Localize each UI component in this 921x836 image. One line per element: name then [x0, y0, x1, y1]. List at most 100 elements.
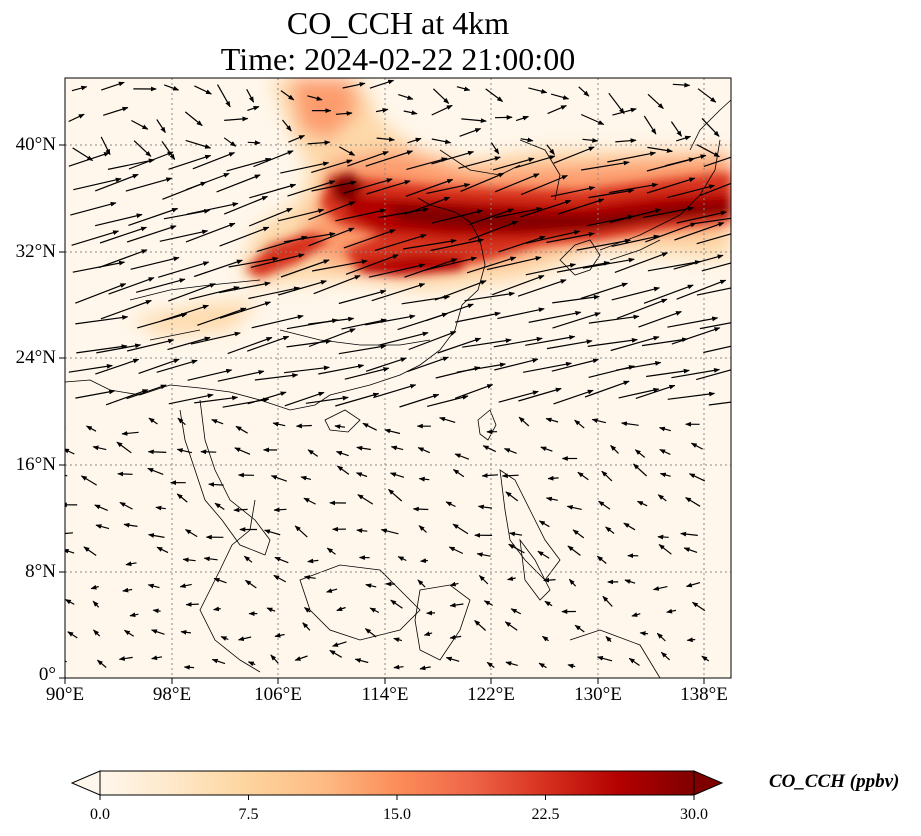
wind-vector-arrow [83, 546, 97, 556]
wind-vector-arrow [546, 232, 595, 244]
wind-vector-arrow [658, 544, 672, 555]
wind-vector-arrow [596, 555, 607, 564]
y-tick-label: 8°N [25, 561, 56, 582]
wind-vector-arrow [404, 258, 458, 278]
wind-vector-arrow [108, 277, 155, 295]
wind-vector-arrow [493, 157, 535, 171]
wind-vector-arrow [237, 636, 252, 642]
wind-vector-arrow [128, 151, 174, 170]
wind-vector-arrow [638, 311, 682, 328]
wind-vector-arrow [610, 444, 619, 454]
wind-vector-arrow [185, 602, 199, 607]
wind-vector-arrow [615, 138, 637, 144]
wind-vector-arrow [227, 336, 273, 355]
wind-vector-arrow [133, 140, 152, 157]
wind-vector-arrow [550, 186, 596, 197]
wind-vector-arrow [274, 556, 289, 564]
wind-vector-arrow [92, 445, 107, 451]
wind-vector-arrow [307, 140, 331, 146]
wind-vector-arrow [219, 226, 270, 247]
wind-vector-arrow [284, 365, 330, 374]
wind-vector-arrow [478, 575, 489, 585]
wind-vector-arrow [456, 86, 471, 92]
wind-vector-arrow [544, 600, 553, 607]
wind-vector-arrow [390, 599, 403, 609]
wind-vector-arrow [423, 631, 433, 636]
wind-vector-arrow [553, 146, 595, 164]
wind-vector-arrow [581, 160, 630, 171]
wind-vector-arrow [216, 174, 261, 193]
wind-vector-arrow [390, 445, 404, 451]
wind-vector-arrow [584, 380, 630, 398]
wind-vector-arrow [456, 362, 506, 373]
wind-vector-arrow [476, 552, 491, 558]
wind-vector-arrow [266, 607, 276, 613]
wind-vector-arrow [431, 209, 484, 224]
wind-vector-arrow [378, 331, 429, 346]
wind-vector-arrow [194, 85, 212, 95]
wind-vector-arrow [525, 230, 581, 244]
wind-vector-arrow [305, 395, 349, 404]
wind-vector-arrow [671, 368, 720, 379]
wind-vector-arrow [505, 491, 519, 502]
wind-vector-arrow [462, 338, 512, 348]
wind-vector-arrow [329, 649, 343, 658]
wind-vector-arrow [652, 586, 668, 591]
wind-vector-arrow [658, 426, 671, 432]
wind-vector-arrow [398, 94, 414, 100]
wind-vector-arrow [302, 622, 311, 631]
wind-vector-arrow [685, 582, 701, 588]
wind-vector-arrow [508, 543, 525, 554]
wind-vector-arrow [338, 344, 387, 355]
wind-vector-arrow [520, 137, 534, 143]
wind-vector-arrow [94, 173, 139, 192]
wind-vector-arrow [71, 230, 120, 246]
wind-vector-arrow [567, 663, 576, 669]
wind-vector-arrow [624, 579, 636, 584]
wind-vector-arrow [311, 180, 357, 192]
wind-vector-arrow [68, 152, 110, 167]
wind-vector-arrow [211, 658, 226, 665]
wind-vector-arrow [551, 358, 599, 372]
wind-vector-arrow [374, 234, 427, 252]
wind-vector-arrow [248, 207, 293, 227]
wind-vector-arrow [490, 142, 500, 155]
wind-vector-arrow [431, 150, 475, 165]
wind-vector-arrow [588, 188, 635, 199]
wind-vector-arrow [545, 496, 558, 502]
wind-vector-arrow [294, 655, 308, 661]
wind-vector-arrow [185, 222, 236, 243]
wind-vector-arrow [187, 368, 233, 381]
wind-vector-arrow [412, 506, 429, 512]
wind-vector-arrow [393, 664, 404, 670]
wind-vector-arrow [156, 546, 169, 554]
wind-vector-arrow [588, 314, 640, 324]
wind-vector-arrow [280, 90, 295, 101]
wind-vector-arrow [553, 389, 594, 405]
wind-vector-arrow [344, 367, 390, 380]
wind-vector-arrow [103, 106, 129, 116]
wind-vector-arrow [688, 473, 706, 482]
wind-vector-arrow [628, 657, 640, 666]
wind-vector-arrow [425, 303, 474, 322]
wind-vector-arrow [676, 210, 727, 224]
wind-vector-arrow [543, 577, 556, 583]
wind-vector-arrow [572, 529, 585, 539]
wind-vector-arrow [501, 473, 519, 479]
wind-vector-arrow [254, 373, 299, 381]
wind-vector-arrow [610, 335, 660, 352]
wind-vector-arrow [68, 113, 85, 123]
wind-vector-arrow [185, 172, 230, 191]
wind-vector-arrow [121, 430, 139, 436]
wind-vector-arrow [623, 522, 636, 531]
wind-vector-arrow [631, 612, 641, 617]
wind-vector-arrow [76, 344, 128, 354]
wind-vector-arrow [250, 253, 305, 268]
wind-vector-arrow [464, 291, 515, 302]
wind-vector-arrow [641, 337, 688, 347]
wind-vector-arrow [366, 180, 411, 195]
wind-vector-arrow [168, 283, 216, 302]
wind-vector-arrow [538, 520, 550, 528]
wind-vector-arrow [528, 87, 548, 94]
wind-vector-arrow [335, 392, 380, 407]
